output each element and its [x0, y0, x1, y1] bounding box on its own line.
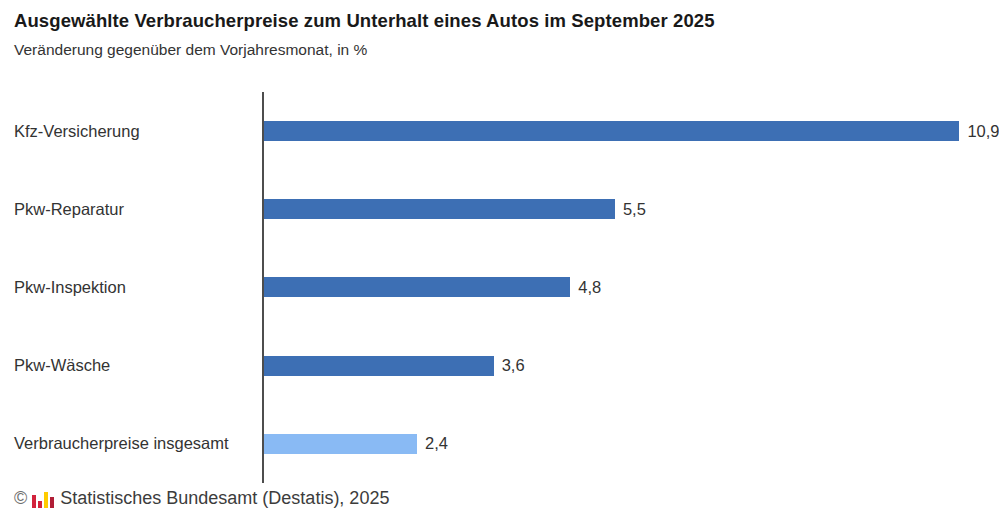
bar-track: 5,5 — [264, 170, 999, 248]
bar-rows: Kfz-Versicherung10,9Pkw-Reparatur5,5Pkw-… — [0, 92, 999, 483]
copyright-symbol: © — [14, 487, 27, 510]
category-label: Pkw-Inspektion — [0, 278, 262, 297]
bar-chart: Kfz-Versicherung10,9Pkw-Reparatur5,5Pkw-… — [0, 92, 999, 483]
chart-row: Pkw-Wäsche 3,6 — [0, 327, 999, 405]
bar-track: 4,8 — [264, 248, 999, 326]
value-label: 5,5 — [623, 200, 646, 219]
destatis-logo-bar — [32, 495, 36, 508]
source-text: Statistisches Bundesamt (Destatis), 2025 — [60, 487, 389, 510]
category-label: Pkw-Wäsche — [0, 356, 262, 375]
destatis-logo-bar — [44, 492, 48, 508]
bar-track: 2,4 — [264, 405, 999, 483]
destatis-logo-icon — [32, 490, 54, 508]
destatis-logo-bar — [50, 497, 54, 508]
category-label: Kfz-Versicherung — [0, 122, 262, 141]
bar-track: 3,6 — [264, 327, 999, 405]
bar-track: 10,9 — [264, 92, 999, 170]
value-label: 10,9 — [967, 122, 999, 141]
chart-subtitle: Veränderung gegenüber dem Vorjahresmonat… — [14, 41, 367, 59]
chart-title: Ausgewählte Verbraucherpreise zum Unterh… — [14, 10, 715, 32]
bar — [264, 434, 417, 454]
category-label: Pkw-Reparatur — [0, 200, 262, 219]
value-label: 3,6 — [502, 356, 525, 375]
chart-row: Kfz-Versicherung 10,9 — [0, 92, 999, 170]
chart-row: Verbraucherpreise insgesamt 2,4 — [0, 405, 999, 483]
chart-row: Pkw-Inspektion 4,8 — [0, 248, 999, 326]
category-label: Verbraucherpreise insgesamt — [0, 434, 262, 453]
value-label: 2,4 — [425, 434, 448, 453]
page-root: Ausgewählte Verbraucherpreise zum Unterh… — [0, 0, 999, 510]
bar — [264, 277, 570, 297]
bar — [264, 199, 615, 219]
bar — [264, 356, 494, 376]
value-label: 4,8 — [578, 278, 601, 297]
chart-row: Pkw-Reparatur 5,5 — [0, 170, 999, 248]
bar — [264, 121, 959, 141]
destatis-logo-bar — [38, 501, 42, 508]
source-footer: © Statistisches Bundesamt (Destatis), 20… — [14, 487, 389, 510]
